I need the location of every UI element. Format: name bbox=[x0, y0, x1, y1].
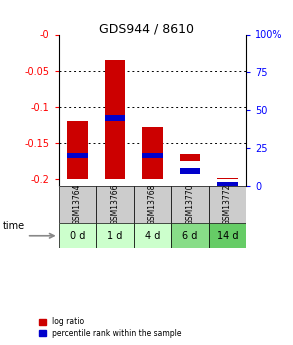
Text: GSM13772: GSM13772 bbox=[223, 184, 232, 225]
Bar bbox=[67, 153, 88, 158]
Bar bbox=[67, 121, 88, 179]
Bar bbox=[105, 60, 125, 179]
Text: 14 d: 14 d bbox=[217, 231, 238, 241]
Bar bbox=[209, 223, 246, 248]
Bar bbox=[59, 223, 96, 248]
Bar bbox=[142, 127, 163, 179]
Bar bbox=[171, 186, 209, 223]
Bar bbox=[217, 178, 238, 179]
Bar bbox=[59, 186, 96, 223]
Bar bbox=[171, 223, 209, 248]
Bar bbox=[96, 186, 134, 223]
Bar bbox=[96, 223, 134, 248]
Bar bbox=[180, 168, 200, 174]
Bar bbox=[180, 154, 200, 161]
Text: GSM13766: GSM13766 bbox=[110, 184, 119, 225]
Text: 0 d: 0 d bbox=[70, 231, 85, 241]
Text: GSM13770: GSM13770 bbox=[185, 184, 194, 225]
Text: GDS944 / 8610: GDS944 / 8610 bbox=[99, 22, 194, 36]
Bar bbox=[142, 153, 163, 158]
Text: 1 d: 1 d bbox=[107, 231, 122, 241]
Bar bbox=[217, 182, 238, 187]
Text: time: time bbox=[3, 221, 25, 231]
Text: 6 d: 6 d bbox=[182, 231, 197, 241]
Bar bbox=[105, 115, 125, 120]
Legend: log ratio, percentile rank within the sample: log ratio, percentile rank within the sa… bbox=[39, 317, 181, 338]
Text: GSM13764: GSM13764 bbox=[73, 184, 82, 225]
Bar bbox=[134, 223, 171, 248]
Bar bbox=[209, 186, 246, 223]
Text: 4 d: 4 d bbox=[145, 231, 160, 241]
Bar bbox=[134, 186, 171, 223]
Text: GSM13768: GSM13768 bbox=[148, 184, 157, 225]
